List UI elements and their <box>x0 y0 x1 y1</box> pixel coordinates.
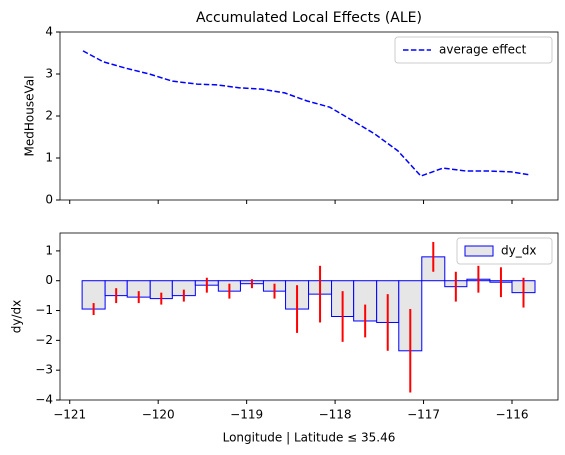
y-tick-label: 3 <box>45 67 53 81</box>
x-axis-label: Longitude | Latitude ≤ 35.46 <box>223 431 396 445</box>
legend-box <box>394 36 553 64</box>
plot-frame <box>59 31 559 201</box>
legend-swatch <box>464 245 494 257</box>
y-tick-label: −3 <box>35 363 53 377</box>
x-tick-label: −121 <box>53 408 86 422</box>
legend-box <box>456 237 553 265</box>
legend-label: average effect <box>439 43 527 57</box>
y-axis-label: dy/dx <box>10 300 24 333</box>
y-tick-label: 4 <box>45 25 53 39</box>
x-tick-label: −117 <box>407 408 440 422</box>
y-axis-label: MedHouseVal <box>23 76 37 157</box>
y-tick-label: −1 <box>35 303 53 317</box>
x-tick-label: −120 <box>142 408 175 422</box>
x-tick-label: −119 <box>230 408 263 422</box>
plot-frame <box>59 232 559 401</box>
y-tick-label: −2 <box>35 333 53 347</box>
y-tick-label: 0 <box>45 273 53 287</box>
y-tick-label: 0 <box>45 193 53 207</box>
y-tick-label: 1 <box>45 243 53 257</box>
x-tick-label: −116 <box>496 408 529 422</box>
y-tick-label: 2 <box>45 109 53 123</box>
y-tick-label: 1 <box>45 151 53 165</box>
y-tick-label: −4 <box>35 393 53 407</box>
x-tick-label: −118 <box>319 408 352 422</box>
legend-label: dy_dx <box>501 244 536 258</box>
chart-title: Accumulated Local Effects (ALE) <box>196 10 422 26</box>
line-series <box>82 50 530 177</box>
